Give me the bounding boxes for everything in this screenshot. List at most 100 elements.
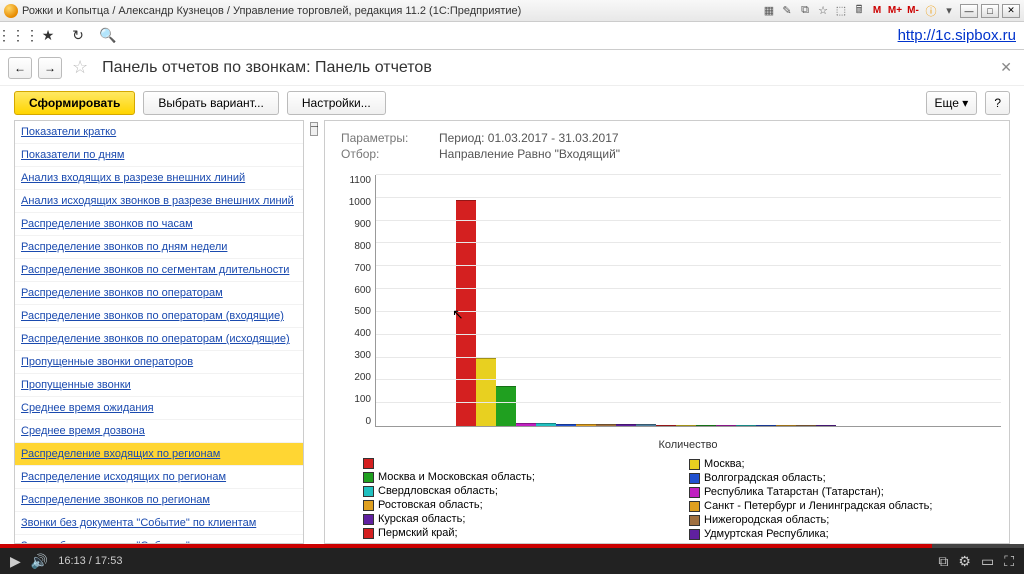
fullscreen-icon[interactable]: ⛶ [1004, 553, 1014, 570]
chart-bar [736, 425, 756, 426]
report-item[interactable]: Звонки без документа "Событие" по клиент… [15, 512, 303, 535]
report-view: Параметры: Период: 01.03.2017 - 31.03.20… [324, 120, 1010, 544]
settings-icon[interactable]: ⚙ [958, 553, 971, 570]
legend-item: Санкт - Петербург и Ленинградская област… [689, 499, 991, 513]
legend-item: Свердловская область; [363, 484, 665, 498]
report-item[interactable]: Распределение входящих по регионам [15, 443, 303, 466]
chart-bar [796, 425, 816, 426]
legend-item: Курская область; [363, 512, 665, 526]
zoom-m-icon[interactable]: M [869, 3, 885, 19]
info-icon[interactable]: ⓘ [923, 3, 939, 19]
search-icon[interactable]: 🔍 [98, 26, 118, 46]
legend-item [363, 457, 665, 470]
legend-item: Нижегородская область; [689, 513, 991, 527]
favorite-icon[interactable]: ☆ [72, 57, 88, 78]
maximize-button[interactable]: □ [981, 4, 999, 18]
chart-bar [816, 425, 836, 426]
variant-button[interactable]: Выбрать вариант... [143, 91, 278, 115]
report-item[interactable]: Распределение исходящих по регионам [15, 466, 303, 489]
app-icon [4, 4, 18, 18]
chart-bar [456, 200, 476, 426]
zoom-mplus-icon[interactable]: M+ [887, 3, 903, 19]
splitter[interactable]: — [310, 120, 318, 544]
action-bar: Сформировать Выбрать вариант... Настройк… [0, 86, 1024, 120]
toolbar-icon[interactable]: ⬚ [833, 3, 849, 19]
chart-bar [596, 424, 616, 426]
chart-bar [536, 423, 556, 426]
report-item[interactable]: Распределение звонков по дням недели [15, 236, 303, 259]
report-item[interactable]: Распределение звонков по операторам (исх… [15, 328, 303, 351]
play-icon[interactable]: ▶ [10, 553, 21, 570]
back-button[interactable]: ← [8, 57, 32, 79]
report-item[interactable]: Анализ входящих в разрезе внешних линий [15, 167, 303, 190]
reports-sidebar[interactable]: Показатели краткоПоказатели по днямАнали… [14, 120, 304, 544]
collapse-icon[interactable]: — [310, 122, 318, 136]
theater-icon[interactable]: ▭ [981, 553, 994, 570]
report-item[interactable]: Среднее время дозвона [15, 420, 303, 443]
zoom-mminus-icon[interactable]: M- [905, 3, 921, 19]
main-toolbar: ⋮⋮⋮ ★ ↻ 🔍 http://1c.sipbox.ru [0, 22, 1024, 50]
report-item[interactable]: Распределение звонков по операторам (вхо… [15, 305, 303, 328]
external-link[interactable]: http://1c.sipbox.ru [898, 27, 1016, 44]
close-button[interactable]: ✕ [1002, 4, 1020, 18]
calc-icon[interactable]: 🖩 [851, 3, 867, 19]
chart-bar [516, 423, 536, 426]
report-item[interactable]: Среднее время ожидания [15, 397, 303, 420]
chart-bar [716, 425, 736, 426]
report-item[interactable]: Распределение звонков по операторам [15, 282, 303, 305]
report-item[interactable]: Звонки без документа "Событие" по сотруд… [15, 535, 303, 544]
toolbar-icon[interactable]: ▦ [761, 3, 777, 19]
window-title: Рожки и Копытца / Александр Кузнецов / У… [22, 5, 761, 17]
generate-button[interactable]: Сформировать [14, 91, 135, 115]
legend-item: Волгоградская область; [689, 471, 991, 485]
settings-button[interactable]: Настройки... [287, 91, 386, 115]
legend-item: Ростовская область; [363, 498, 665, 512]
report-item[interactable]: Показатели по дням [15, 144, 303, 167]
star-icon[interactable]: ★ [38, 26, 58, 46]
legend-item: Удмуртская Республика; [689, 527, 991, 541]
legend-item: Москва; [689, 457, 991, 471]
minimize-button[interactable]: — [960, 4, 978, 18]
chart-bar [576, 424, 596, 426]
toolbar-icon[interactable]: ☆ [815, 3, 831, 19]
chart-legend: Москва и Московская область;Свердловская… [333, 455, 1001, 543]
chart-bar [496, 386, 516, 426]
chart-bar [616, 424, 636, 426]
toolbar-icon[interactable]: ✎ [779, 3, 795, 19]
toolbar-icon[interactable]: ⧉ [797, 3, 813, 19]
volume-icon[interactable]: 🔊 [31, 553, 48, 570]
legend-item: Пермский край; [363, 526, 665, 540]
chart-bar [696, 425, 716, 426]
report-item[interactable]: Распределение звонков по сегментам длите… [15, 259, 303, 282]
chart-bar [556, 424, 576, 427]
y-axis: 110010009008007006005004003002001000 [333, 175, 375, 427]
video-progress[interactable] [0, 544, 1024, 548]
more-button[interactable]: Еще ▾ [926, 91, 978, 115]
report-item[interactable]: Распределение звонков по часам [15, 213, 303, 236]
dropdown-icon[interactable]: ▾ [941, 3, 957, 19]
chart-bar [476, 358, 496, 426]
report-params: Параметры: Период: 01.03.2017 - 31.03.20… [325, 121, 1009, 169]
chart-bar [676, 425, 696, 426]
help-button[interactable]: ? [985, 91, 1010, 115]
report-item[interactable]: Распределение звонков по регионам [15, 489, 303, 512]
chart-bar [776, 425, 796, 426]
chart-bar [636, 424, 656, 426]
legend-item: Москва и Московская область; [363, 470, 665, 484]
window-titlebar: Рожки и Копытца / Александр Кузнецов / У… [0, 0, 1024, 22]
report-item[interactable]: Пропущенные звонки [15, 374, 303, 397]
chart-bar [656, 425, 676, 426]
subtitles-icon[interactable]: ⧉ [938, 553, 948, 570]
close-tab-icon[interactable]: ✕ [996, 59, 1016, 76]
apps-icon[interactable]: ⋮⋮⋮ [8, 26, 28, 46]
history-icon[interactable]: ↻ [68, 26, 88, 46]
forward-button[interactable]: → [38, 57, 62, 79]
chart: 110010009008007006005004003002001000 Кол… [325, 169, 1009, 543]
x-axis-label: Количество [375, 435, 1001, 455]
chart-plot [375, 175, 1001, 427]
report-item[interactable]: Анализ исходящих звонков в разрезе внешн… [15, 190, 303, 213]
page-header: ← → ☆ Панель отчетов по звонкам: Панель … [0, 50, 1024, 86]
report-item[interactable]: Пропущенные звонки операторов [15, 351, 303, 374]
video-controls: ▶ 🔊 16:13 / 17:53 ⧉ ⚙ ▭ ⛶ [0, 548, 1024, 574]
report-item[interactable]: Показатели кратко [15, 121, 303, 144]
